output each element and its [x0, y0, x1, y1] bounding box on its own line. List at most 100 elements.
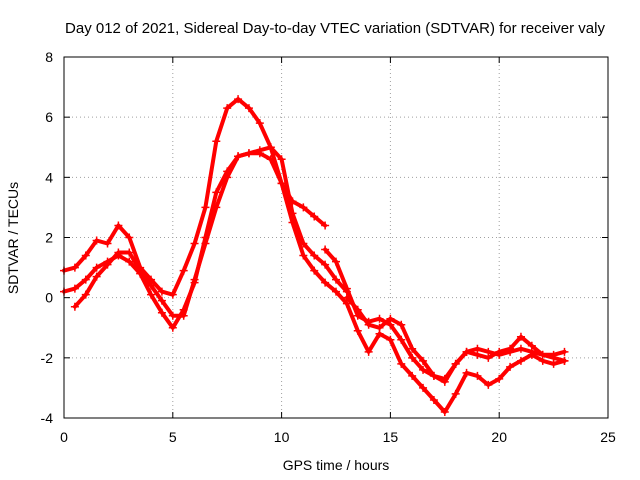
data-point [81, 275, 90, 284]
x-tick-label: 15 [383, 429, 399, 445]
data-point [527, 341, 536, 350]
data-point [429, 371, 438, 380]
data-point [560, 356, 569, 365]
data-point [92, 272, 101, 281]
data-point [386, 320, 395, 329]
data-point [114, 251, 123, 260]
x-tick-label: 0 [60, 429, 68, 445]
data-point [168, 323, 177, 332]
data-point [375, 323, 384, 332]
data-point [266, 155, 275, 164]
data-point [462, 368, 471, 377]
data-point [223, 167, 232, 176]
data-point [125, 248, 134, 257]
data-point [440, 407, 449, 416]
data-point [397, 320, 406, 329]
y-tick-label: -4 [41, 410, 54, 426]
data-point [516, 332, 525, 341]
data-point [255, 119, 264, 128]
data-point [419, 383, 428, 392]
data-point [538, 350, 547, 359]
data-point [516, 356, 525, 365]
data-point [157, 296, 166, 305]
data-point [299, 251, 308, 260]
data-point [81, 290, 90, 299]
data-point [408, 353, 417, 362]
data-point [277, 155, 286, 164]
data-point [342, 284, 351, 293]
series-track-c [62, 151, 567, 414]
data-point [81, 251, 90, 260]
data-point [114, 221, 123, 230]
data-point [484, 380, 493, 389]
data-point [125, 257, 134, 266]
x-tick-label: 20 [491, 429, 507, 445]
y-tick-label: 0 [45, 290, 53, 306]
data-point [212, 137, 221, 146]
data-point [70, 284, 79, 293]
x-tick-label: 5 [169, 429, 177, 445]
data-point [201, 203, 210, 212]
data-point [451, 389, 460, 398]
data-point [506, 344, 515, 353]
data-point [332, 257, 340, 266]
data-point [157, 287, 166, 296]
data-point [321, 221, 330, 230]
data-point [397, 359, 406, 368]
data-point [255, 149, 264, 158]
chart-title: Day 012 of 2021, Sidereal Day-to-day VTE… [65, 20, 605, 37]
data-point [375, 314, 384, 323]
data-point [321, 245, 330, 254]
data-point [103, 239, 112, 248]
data-point [408, 344, 417, 353]
data-point [310, 212, 319, 221]
y-tick-label: -2 [41, 350, 54, 366]
data-point [92, 263, 101, 272]
data-point [234, 152, 243, 161]
data-point [332, 275, 340, 284]
y-tick-label: 8 [45, 49, 53, 65]
data-point [234, 95, 243, 104]
x-tick-label: 10 [274, 429, 290, 445]
data-point [179, 305, 188, 314]
data-point [473, 371, 482, 380]
data-point [136, 269, 145, 278]
y-tick-label: 6 [45, 109, 53, 125]
data-point [168, 290, 177, 299]
data-point [244, 149, 253, 158]
data-point [473, 350, 482, 359]
y-axis-label: SDTVAR / TECUs [5, 182, 21, 294]
data-series [60, 95, 569, 416]
data-point [353, 326, 362, 335]
data-point [332, 287, 340, 296]
data-point [157, 308, 166, 317]
data-point [353, 311, 362, 320]
data-point [277, 179, 286, 188]
y-tick-label: 4 [45, 169, 53, 185]
data-point [288, 218, 297, 227]
data-point [190, 278, 199, 287]
data-point [70, 263, 79, 272]
data-point [506, 362, 515, 371]
data-point [103, 257, 112, 266]
data-point [92, 236, 101, 245]
data-point [560, 347, 569, 356]
axis-ticks: 0 5 10 15 20 25 -4 -2 0 2 4 6 8 [41, 49, 616, 445]
data-point [495, 347, 504, 356]
data-point [223, 104, 232, 113]
data-point [321, 260, 330, 269]
data-point [451, 359, 460, 368]
data-point [179, 266, 188, 275]
data-point [462, 347, 471, 356]
data-point [190, 239, 199, 248]
data-point [266, 143, 275, 152]
data-point [549, 353, 558, 362]
data-point [429, 395, 438, 404]
data-point [70, 302, 79, 311]
data-point [386, 335, 395, 344]
data-point [440, 377, 449, 386]
data-point [419, 365, 428, 374]
data-point [299, 203, 308, 212]
data-point [397, 335, 406, 344]
data-point [495, 374, 504, 383]
